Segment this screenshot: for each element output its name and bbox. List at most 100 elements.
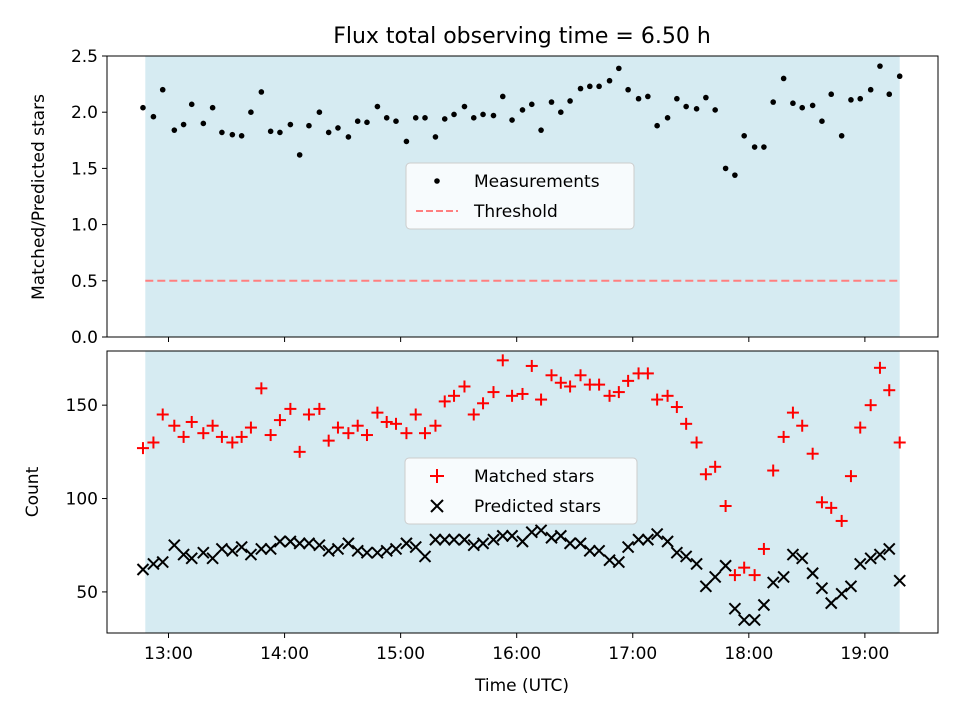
matched-star-point bbox=[342, 427, 355, 440]
matched-star-point bbox=[719, 500, 732, 513]
bottom-legend: Matched stars Predicted stars bbox=[404, 457, 638, 525]
predicted-star-point bbox=[409, 540, 422, 554]
measurement-point bbox=[712, 107, 718, 113]
matched-star-point bbox=[680, 417, 693, 430]
predicted-star-point bbox=[786, 548, 800, 561]
predicted-star-point bbox=[699, 580, 713, 593]
y-tick-label: 0.5 bbox=[71, 272, 98, 292]
measurement-point bbox=[635, 95, 642, 102]
measurement-point bbox=[200, 120, 207, 127]
predicted-star-point bbox=[592, 544, 606, 558]
measurement-point bbox=[354, 118, 361, 124]
measurement-point bbox=[316, 109, 323, 115]
matched-star-point bbox=[603, 389, 616, 402]
predicted-star-point bbox=[244, 548, 258, 561]
chart-title: Flux total observing time = 6.50 h bbox=[333, 24, 711, 49]
measurement-point bbox=[703, 94, 709, 101]
matched-star-point bbox=[854, 421, 867, 434]
x-tick-label: 13:00 bbox=[144, 644, 193, 664]
matched-star-point bbox=[516, 387, 529, 400]
measurement-point bbox=[188, 101, 195, 108]
measurement-point bbox=[577, 85, 584, 92]
predicted-star-point bbox=[197, 546, 210, 559]
measurement-point bbox=[461, 103, 468, 110]
measurement-point bbox=[180, 121, 187, 128]
top-legend-box bbox=[405, 162, 635, 230]
predicted-star-point bbox=[516, 535, 529, 548]
matched-star-point bbox=[371, 406, 384, 419]
matched-star-point bbox=[564, 380, 577, 393]
matched-star-point bbox=[477, 397, 490, 410]
matched-star-point bbox=[825, 501, 838, 514]
measurement-point bbox=[229, 131, 236, 138]
matched-star-point bbox=[612, 386, 625, 399]
matched-star-point bbox=[215, 430, 228, 443]
measurement-point bbox=[219, 129, 225, 136]
predicted-star-point bbox=[147, 557, 160, 571]
predicted-star-point bbox=[806, 567, 819, 580]
measurement-point bbox=[480, 111, 486, 118]
matched-star-point bbox=[873, 361, 886, 374]
matched-star-point bbox=[661, 389, 674, 402]
matched-star-point bbox=[185, 415, 198, 428]
measurement-point bbox=[732, 172, 738, 178]
matched-star-point bbox=[835, 514, 848, 527]
top-y-axis-label: Matched/Predicted stars bbox=[29, 94, 49, 300]
matched-star-point bbox=[264, 429, 277, 442]
measurement-point bbox=[374, 103, 381, 110]
predicted-star-point bbox=[796, 552, 809, 565]
measurement-point bbox=[828, 91, 835, 98]
matched-star-point bbox=[651, 393, 664, 406]
measurement-point bbox=[451, 111, 457, 118]
measurement-point bbox=[616, 65, 622, 72]
predicted-star-point bbox=[883, 542, 896, 556]
measurement-point bbox=[896, 73, 903, 80]
matched-star-point bbox=[767, 464, 780, 477]
measurement-point bbox=[722, 165, 729, 172]
measurement-point bbox=[654, 122, 660, 129]
predicted-star-point bbox=[545, 531, 558, 544]
matched-star-point bbox=[496, 354, 509, 367]
matched-star-point bbox=[593, 378, 606, 391]
bottom-y-ticks: 50 100 150 bbox=[66, 396, 107, 603]
predicted-star-point bbox=[264, 542, 277, 556]
matched-star-point bbox=[197, 427, 210, 440]
matched-star-point bbox=[748, 569, 761, 582]
predicted-star-point bbox=[661, 535, 674, 548]
matched-star-point bbox=[302, 408, 315, 421]
matched-star-point bbox=[487, 386, 500, 399]
predicted-star-point bbox=[563, 537, 577, 550]
predicted-star-point bbox=[429, 533, 442, 546]
predicted-star-point bbox=[621, 540, 635, 554]
predicted-star-point bbox=[873, 548, 887, 561]
matched-star-point bbox=[670, 401, 683, 414]
matched-star-point bbox=[622, 374, 635, 387]
measurement-point bbox=[683, 103, 689, 110]
measurement-point bbox=[277, 129, 283, 136]
measurement-point bbox=[838, 133, 845, 139]
measurement-point bbox=[857, 95, 864, 102]
predicted-star-point bbox=[632, 533, 645, 546]
predicted-star-point bbox=[322, 544, 335, 558]
matched-star-point bbox=[156, 408, 169, 421]
measurement-point bbox=[693, 106, 700, 112]
matched-star-point bbox=[844, 470, 857, 483]
legend-matched-label: Matched stars bbox=[474, 467, 594, 487]
predicted-star-point bbox=[215, 542, 229, 556]
x-tick-label: 17:00 bbox=[608, 644, 657, 664]
predicted-star-point bbox=[389, 542, 403, 556]
matched-star-point bbox=[574, 369, 587, 382]
measurement-point bbox=[770, 99, 776, 105]
matched-star-point bbox=[438, 395, 451, 408]
x-tick-label: 14:00 bbox=[260, 644, 309, 664]
matched-star-point bbox=[699, 468, 712, 481]
measurement-point bbox=[325, 129, 332, 136]
predicted-star-point bbox=[777, 570, 790, 584]
measurement-point bbox=[441, 116, 448, 122]
measurement-point bbox=[664, 115, 671, 121]
y-tick-label: 1.5 bbox=[71, 159, 98, 179]
matched-star-point bbox=[738, 561, 751, 574]
